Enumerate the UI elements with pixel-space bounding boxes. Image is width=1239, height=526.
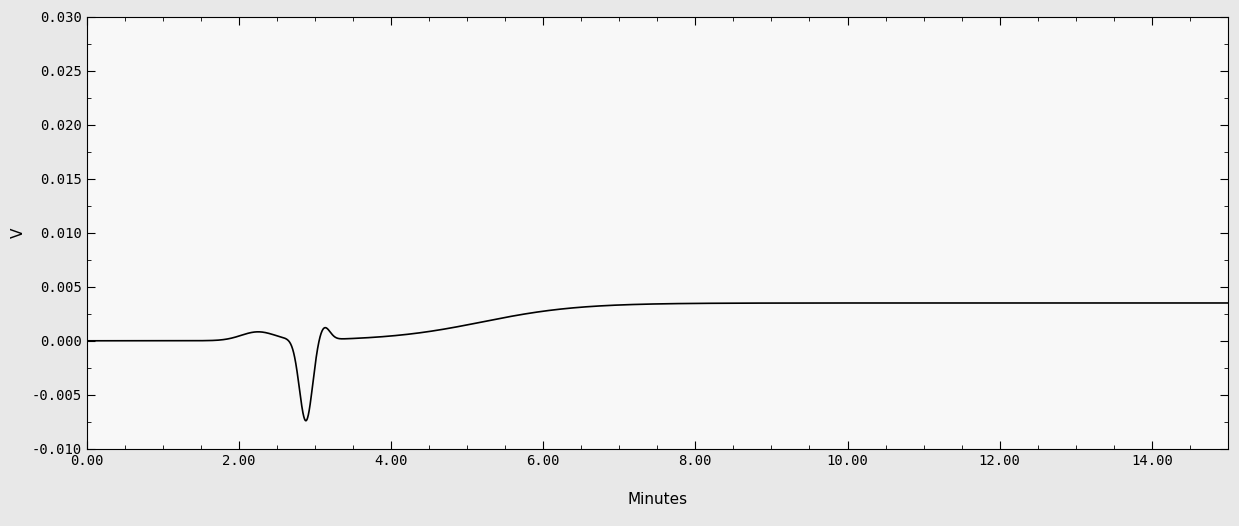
Y-axis label: V: V (11, 228, 26, 238)
X-axis label: Minutes: Minutes (627, 492, 688, 507)
